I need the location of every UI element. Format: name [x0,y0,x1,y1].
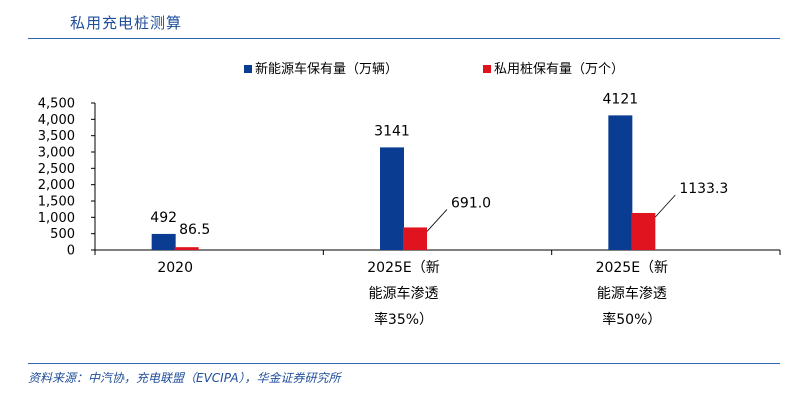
y-tick-label: 3,500 [38,129,75,144]
bar [151,233,176,250]
data-label: 3141 [374,123,410,139]
data-label: 86.5 [179,222,210,238]
y-tick-label: 3,000 [38,146,75,161]
bar [608,115,633,250]
data-label: 492 [150,210,177,226]
top-divider [28,38,780,39]
x-tick-label: 率35%） [374,311,433,328]
leader-line [426,209,448,232]
y-tick-label: 1,500 [38,195,75,210]
y-tick-label: 1,000 [38,211,75,226]
legend-swatch [244,65,252,73]
source-note: 资料来源：中汽协，充电联盟（EVCIPA），华金证券研究所 [28,371,341,385]
x-tick-label: 能源车渗透 [369,285,439,302]
data-label: 4121 [603,91,639,107]
leader-line [655,194,676,218]
bar-chart: 05001,0001,5002,0002,5003,0003,5004,0004… [38,61,781,328]
y-tick-label: 2,000 [38,178,75,193]
bottom-divider [28,363,780,364]
bar [174,247,199,250]
bar [380,147,404,250]
y-tick-label: 500 [50,227,75,242]
y-tick-label: 4,500 [38,97,75,112]
y-tick-label: 4,000 [38,113,75,128]
legend-label: 新能源车保有量（万辆） [255,61,398,77]
data-label: 1133.3 [679,181,728,197]
x-tick-label: 2020 [157,260,193,276]
bar [631,212,656,250]
y-tick-label: 0 [67,244,75,259]
x-tick-label: 能源车渗透 [597,285,667,302]
x-tick-label: 率50%） [602,311,661,328]
page-title: 私用充电桩测算 [70,14,183,32]
y-tick-label: 2,500 [38,162,75,177]
bar [403,227,427,250]
x-tick-label: 2025E（新 [367,260,439,276]
legend-label: 私用桩保有量（万个） [494,62,624,77]
x-tick-label: 2025E（新 [596,260,668,276]
data-label: 691.0 [451,195,491,211]
legend-swatch [483,65,491,73]
